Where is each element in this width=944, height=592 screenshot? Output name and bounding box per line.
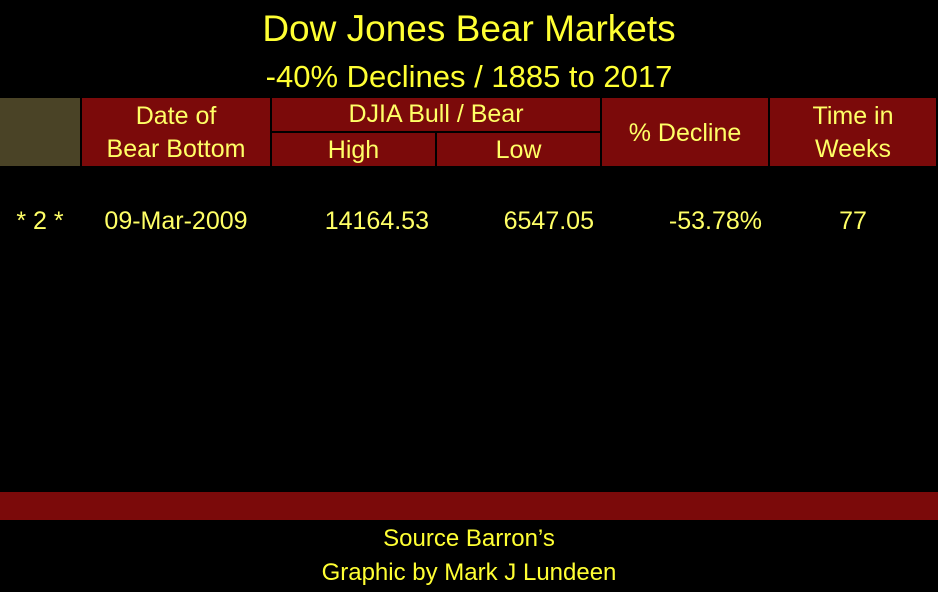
weeks-cell: 149 [770, 168, 938, 204]
weeks-cell: 94 [770, 348, 938, 384]
header-corner [0, 98, 82, 168]
rank-cell: 5 [0, 312, 82, 348]
low-cell: 40.76 [437, 276, 602, 312]
date-cell: 23-Nov-1907 [82, 276, 272, 312]
header-time: Time in Weeks [770, 98, 938, 168]
credit-note: Graphic by Mark J Lundeen [321, 559, 617, 586]
header-date: Date of Bear Bottom [82, 98, 272, 168]
high-cell: 1047.49 [272, 384, 437, 420]
low-cell: 41.22 [437, 168, 602, 204]
date-cell: 04-Apr-1938 [82, 312, 272, 348]
weeks-cell: 56 [770, 312, 938, 348]
low-cell: 21.64 [437, 420, 602, 456]
decline-cell: -51.51% [602, 240, 770, 276]
chart-subtitle: -40% Declines / 1885 to 2017 [265, 59, 673, 94]
low-cell: 94.13 [437, 240, 602, 276]
decline-cell: -44.86% [602, 384, 770, 420]
date-cell: 09-Dec-1974 [82, 384, 272, 420]
weeks-cell: 77 [770, 204, 938, 240]
date-cell: 29-Aug-1921 [82, 348, 272, 384]
date-cell: 14-Nov-1903 [82, 456, 272, 492]
source-note: Source Barron’s [383, 525, 555, 552]
header-high: High [272, 133, 437, 168]
low-cell: 577.6 [437, 384, 602, 420]
high-cell: 39.18 [272, 420, 437, 456]
high-cell: 194.14 [272, 312, 437, 348]
decline-cell: -44.77% [602, 420, 770, 456]
low-cell: 6547.05 [437, 204, 602, 240]
high-cell: 59.23 [272, 456, 437, 492]
rank-cell: * 2 * [0, 204, 82, 240]
header-time-line1: Time in [812, 102, 894, 130]
rank-cell: 9 [0, 456, 82, 492]
high-cell: 14164.53 [272, 204, 437, 240]
rank-cell: 8 [0, 420, 82, 456]
decline-cell: -47.79% [602, 276, 770, 312]
rank-cell: 1 [0, 168, 82, 204]
weeks-cell: 100 [770, 384, 938, 420]
high-cell: 194.14 [272, 240, 437, 276]
rank-cell: 7 [0, 384, 82, 420]
rank-cell: 3 [0, 240, 82, 276]
date-cell: 08-Aug-1896 [82, 420, 272, 456]
high-cell: 118.63 [272, 348, 437, 384]
header-date-line1: Date of [135, 102, 217, 130]
date-cell: 08-July-1932 [82, 168, 272, 204]
decline-cell: -46.94% [602, 312, 770, 348]
rank-cell: 4 [0, 276, 82, 312]
header-decline: % Decline [602, 98, 770, 168]
weeks-cell: 325 [770, 420, 938, 456]
date-cell: 27-Apr-1942 [82, 240, 272, 276]
chart-title: Dow Jones Bear Markets [262, 8, 676, 49]
high-cell: 78.07 [272, 276, 437, 312]
decline-cell: -53.78% [602, 204, 770, 240]
header-djia-group: DJIA Bull / Bear [272, 98, 602, 133]
header-date-line2: Bear Bottom [106, 135, 246, 163]
weeks-cell: 236 [770, 240, 938, 276]
decline-cell: -44.92% [602, 348, 770, 384]
low-cell: 65.34 [437, 348, 602, 384]
weeks-cell: 124 [770, 456, 938, 492]
header-time-line2: Weeks [815, 135, 891, 163]
decline-cell: -44.66% [602, 456, 770, 492]
decline-cell: -89.16% [602, 168, 770, 204]
weeks-cell: 96 [770, 276, 938, 312]
footer-band [0, 492, 938, 520]
low-cell: 32.78 [437, 456, 602, 492]
high-cell: 380.33 [272, 168, 437, 204]
header-low: Low [437, 133, 602, 168]
rank-cell: 6 [0, 348, 82, 384]
date-cell: 09-Mar-2009 [82, 204, 272, 240]
low-cell: 103.02 [437, 312, 602, 348]
